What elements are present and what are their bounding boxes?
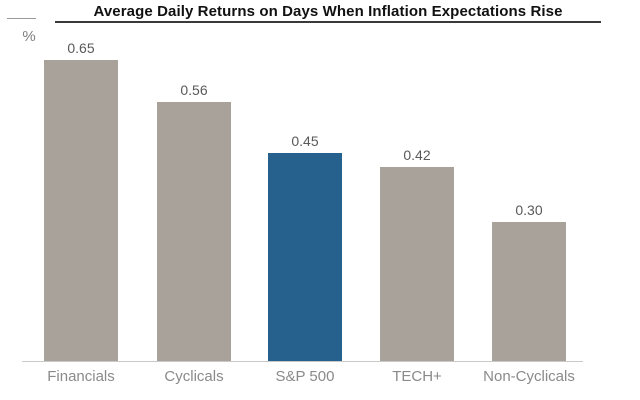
y-axis-unit-label: %: [22, 28, 36, 45]
bar-category-label: Non-Cyclicals: [483, 368, 575, 385]
bar-value-label: 0.65: [67, 40, 95, 56]
x-axis-baseline: [22, 361, 583, 362]
bar-group: 0.56: [157, 82, 231, 362]
bar-default: [44, 60, 118, 362]
bar-value-label: 0.30: [515, 202, 543, 218]
title-underline: [55, 21, 601, 23]
bar-group: 0.65: [44, 40, 118, 362]
bar-category-label: Cyclicals: [164, 368, 224, 385]
y-axis-tick-line: [7, 18, 36, 19]
bar-value-label: 0.42: [403, 147, 431, 163]
bar-group: 0.45: [268, 133, 342, 362]
chart-title: Average Daily Returns on Days When Infla…: [93, 3, 563, 20]
bar-group: 0.42: [380, 147, 454, 362]
bar-value-label: 0.56: [180, 82, 208, 98]
bar-default: [492, 222, 566, 362]
bar-value-label: 0.45: [291, 133, 319, 149]
bar-default: [157, 102, 231, 362]
bar-highlighted: [268, 153, 342, 362]
bar-default: [380, 167, 454, 362]
bar-group: 0.30: [492, 202, 566, 362]
bar-category-label: TECH+: [392, 368, 442, 385]
bar-category-label: Financials: [47, 368, 115, 385]
bar-category-label: S&P 500: [275, 368, 335, 385]
